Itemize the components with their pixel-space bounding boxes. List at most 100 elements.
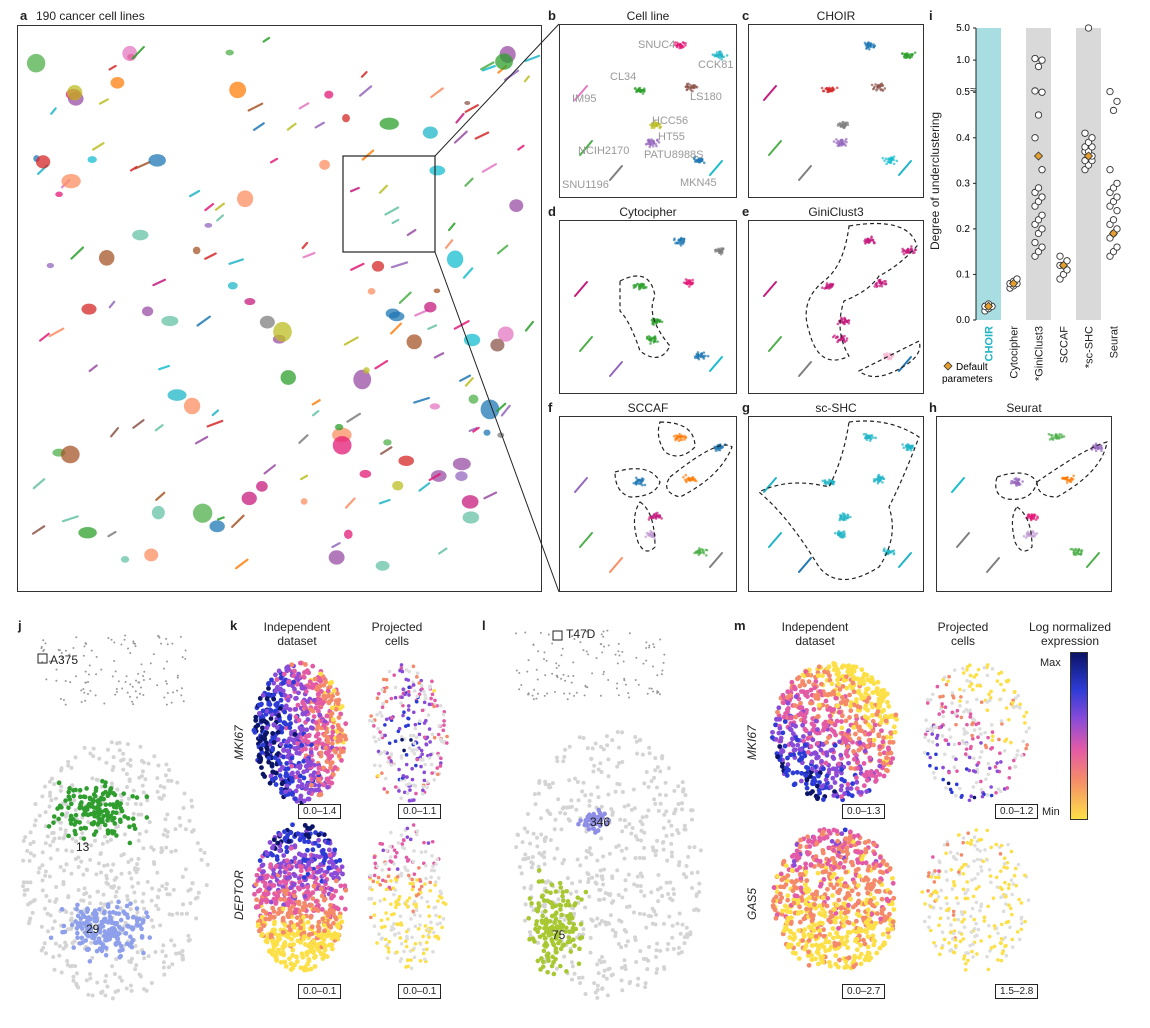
expression-cell: [319, 893, 325, 899]
expression-cell: [259, 863, 265, 869]
panel-c-title: CHOIR: [816, 9, 856, 23]
expression-cell: [306, 839, 311, 845]
cell-point: [848, 515, 852, 519]
cell-point: [880, 282, 883, 285]
expression-cell: [309, 782, 314, 788]
expression-cell: [256, 928, 262, 934]
background-cell: [28, 851, 33, 856]
expression-cell: [383, 879, 388, 884]
cell-line-cluster: [31, 525, 46, 535]
background-cell: [63, 814, 68, 819]
cell-point: [887, 357, 890, 360]
background-cell: [119, 853, 124, 858]
background-cell: [102, 902, 107, 907]
expression-cell: [324, 713, 330, 719]
expression-cell: [277, 865, 283, 871]
expression-cell: [315, 691, 321, 697]
cluster-cell: [112, 792, 118, 798]
expression-cell: [303, 689, 309, 694]
expression-cell: [283, 773, 289, 779]
background-cell: [588, 950, 593, 955]
background-cell: [74, 971, 79, 976]
panel-a-umap: [17, 25, 542, 592]
background-cell: [175, 911, 180, 916]
background-cell: [675, 828, 680, 833]
expression-cell: [386, 760, 390, 764]
background-cell: [181, 805, 186, 810]
background-cell: [23, 835, 28, 840]
expression-cell: [401, 713, 405, 718]
overview-point: [138, 692, 141, 695]
cluster-cell: [120, 927, 125, 932]
zoom-connector: [342, 23, 560, 593]
background-cell: [125, 897, 130, 902]
background-cell: [43, 841, 48, 846]
expression-cell: [264, 730, 270, 736]
cell-point: [831, 86, 834, 90]
expression-cell: [423, 863, 428, 868]
overview-point: [515, 669, 518, 672]
cell-point: [843, 316, 846, 320]
expression-cell: [305, 847, 310, 853]
x-category-label: Seurat: [1109, 326, 1121, 358]
panel-f-plot: [559, 416, 737, 592]
cluster-cell: [109, 920, 115, 926]
cell-line-cluster: [358, 85, 373, 97]
x-category-label: CHOIR: [984, 326, 996, 362]
highlight-box: [37, 653, 48, 664]
background-cell: [623, 887, 628, 892]
cell-line-cluster: [468, 394, 479, 404]
background-cell: [22, 892, 27, 897]
data-point: [1088, 134, 1096, 142]
background-cell: [119, 978, 124, 983]
cluster-cell: [96, 926, 101, 932]
background-cell: [66, 894, 71, 899]
expression-cell: [387, 756, 391, 760]
panel-g-plot: [748, 416, 924, 592]
expression-cell: [415, 747, 419, 752]
cell-point: [909, 448, 913, 452]
expression-cell: [377, 691, 381, 696]
expression-cell: [271, 896, 277, 902]
cell-point: [846, 123, 850, 127]
background-cell: [95, 889, 100, 894]
cell-point: [871, 436, 875, 439]
expression-cell: [257, 759, 262, 765]
expression-cell: [276, 713, 282, 718]
expression-cell: [429, 868, 434, 873]
expression-cell: [292, 668, 297, 674]
background-cell: [66, 759, 71, 764]
expression-cell: [328, 902, 333, 908]
cell-point: [683, 434, 686, 438]
expression-cell: [389, 902, 393, 906]
overview-point: [561, 647, 564, 650]
expression-cell: [393, 932, 398, 936]
expression-cell: [429, 920, 433, 925]
expression-cell: [419, 684, 424, 688]
expression-cell: [266, 949, 272, 954]
background-cell: [562, 954, 567, 959]
cell-point: [705, 548, 709, 552]
expression-cell: [258, 746, 264, 752]
background-cell: [605, 743, 610, 748]
expression-cell: [404, 753, 409, 757]
cluster-cell: [122, 911, 128, 916]
cluster-cell: [105, 793, 111, 799]
expression-cell: [285, 697, 291, 703]
overview-point: [59, 698, 62, 701]
expression-cell: [292, 686, 297, 692]
background-cell: [49, 798, 54, 803]
overview-point: [547, 633, 550, 636]
expression-cell: [322, 896, 328, 902]
cluster-streak: [763, 281, 777, 297]
y-tick-label: 0.2: [956, 224, 970, 235]
background-cell: [48, 856, 53, 861]
expression-cell: [412, 913, 417, 917]
expression-cell: [297, 773, 303, 779]
cluster-cell: [97, 907, 102, 912]
panel-b-letter: b: [548, 8, 556, 23]
cell-line-cluster: [67, 84, 83, 101]
cluster-cell: [102, 822, 108, 828]
expression-cell: [303, 704, 308, 710]
cell-point: [862, 432, 866, 436]
